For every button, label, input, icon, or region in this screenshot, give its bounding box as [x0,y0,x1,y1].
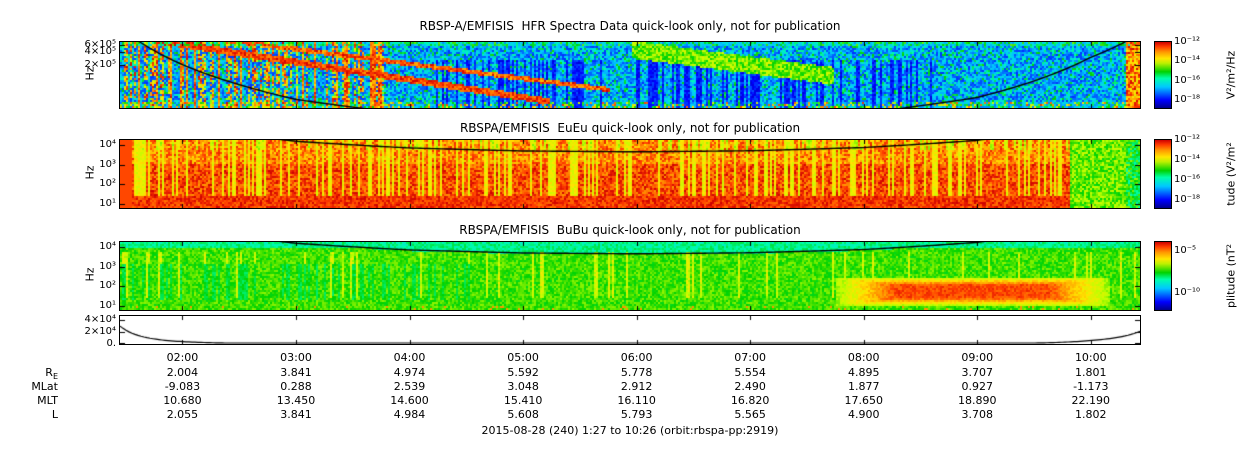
eph-value: 5.608 [507,408,539,421]
time-tick-label: 06:00 [620,351,653,364]
bubu-ytick-label: 10³ [99,260,116,272]
bubu-title: RBSPA/EMFISIS BuBu quick-look only, not … [459,223,801,237]
bubu-spectrogram-canvas [120,242,1140,310]
time-tick-label: 09:00 [961,351,994,364]
eph-value: 2.004 [166,366,199,379]
eph-value: 3.048 [507,380,539,393]
hfr-colorbar-tick-label: 10⁻¹² [1174,36,1201,47]
eph-value: 17.650 [844,394,883,407]
eph-value: 18.890 [958,394,997,407]
hfr-title: RBSP-A/EMFISIS HFR Spectra Data quick-lo… [419,19,841,33]
time-tick-label: 04:00 [393,351,426,364]
time-tick-label: 02:00 [166,351,199,364]
eph-value: 15.410 [503,394,543,407]
bmag-line-panel [119,315,1141,345]
bmag-line-canvas [120,316,1140,344]
euEu-spectrogram-panel [119,139,1141,209]
eph-value: 22.190 [1071,394,1111,407]
eph-value: 3.707 [961,366,994,379]
eph-value: 16.820 [730,394,770,407]
eph-value: 1.801 [1075,366,1107,379]
bubu-colorbar-tick-label: 10⁻¹⁰ [1174,287,1201,298]
hfr-colorbar-tick-label: 10⁻¹⁴ [1174,55,1201,67]
eph-value: 4.974 [393,366,426,379]
euEu-ytick-label: 10¹ [99,198,116,210]
hfr-ytick-label: 4×10⁵ [84,46,116,58]
bmag-ytick-label: 2×10⁴ [84,325,116,337]
eph-value: 5.592 [507,366,539,379]
eph-value: 4.984 [393,408,426,421]
eph-value: 5.554 [734,366,766,379]
eph-value: -9.083 [164,380,201,393]
eph-value: 5.778 [620,366,653,379]
hfr-colorbar-tick-label: 10⁻¹⁶ [1174,74,1201,86]
euEu-title: RBSPA/EMFISIS EuEu quick-look only, not … [459,121,801,135]
eph-row-label: MLT [37,394,58,407]
eph-value: 1.877 [847,380,880,393]
bubu-ytick-label: 10¹ [99,300,116,312]
time-tick-label: 08:00 [847,351,880,364]
eph-value: 5.565 [734,408,766,421]
eph-row-label: RE [45,366,58,382]
eph-value: -1.173 [1073,380,1109,393]
eph-value: 0.927 [961,380,994,393]
euEu-ytick-label: 10³ [99,158,116,170]
hfr-colorbar-tick-label: 10⁻¹⁸ [1174,94,1201,106]
hfr-spectrogram-canvas [120,42,1140,108]
euEu-colorbar-tick-label: 10⁻¹⁶ [1174,174,1201,185]
eph-value: 3.708 [961,408,994,421]
eph-value: 4.895 [847,366,880,379]
time-tick-label: 05:00 [507,351,539,364]
eph-value: 2.490 [734,380,766,393]
eph-row-label: MLat [31,380,58,393]
bmag-ytick-label: 4×10⁴ [84,313,116,325]
bubu-spectrogram-panel [119,241,1141,311]
eph-value: 0.288 [280,380,312,393]
euEu-colorbar-tick-label: 10⁻¹⁸ [1174,194,1201,205]
bubu-colorbar [1154,241,1172,311]
eph-value: 2.055 [166,408,199,421]
eph-value: 14.600 [390,394,429,407]
time-tick-label: 07:00 [734,351,766,364]
euEu-ytick-label: 10² [99,178,116,190]
eph-value: 1.802 [1075,408,1107,421]
eph-value: 5.793 [620,408,653,421]
bubu-colorbar-tick-label: 10⁻⁵ [1174,244,1197,256]
eph-value: 3.841 [280,366,312,379]
euEu-spectrogram-canvas [120,140,1140,208]
hfr-ytick-label: 6×10⁵ [84,38,116,50]
time-tick-label: 03:00 [280,351,312,364]
euEu-colorbar-tick-label: 10⁻¹⁴ [1174,154,1201,165]
eph-value: 2.912 [620,380,653,393]
eph-row-label-subscript: E [52,372,58,382]
eph-value: 10.680 [163,394,202,407]
hfr-spectrogram-panel [119,41,1141,109]
caption: 2015-08-28 (240) 1:27 to 10:26 (orbit:rb… [481,424,779,437]
eph-row-label: L [51,408,58,421]
euEu-ytick-label: 10⁴ [99,138,116,150]
eph-value: 3.841 [280,408,312,421]
bubu-ytick-label: 10⁴ [99,240,116,252]
eph-value: 2.539 [393,380,426,393]
eph-value: 16.110 [617,394,656,407]
bubu-ytick-label: 10² [99,280,116,292]
euEu-colorbar-tick-label: 10⁻¹² [1174,134,1201,145]
euEu-colorbar [1154,139,1172,209]
eph-value: 4.900 [847,408,880,421]
hfr-ytick-label: 2×10⁵ [84,59,116,71]
hfr-colorbar [1154,41,1172,109]
eph-value: 13.450 [276,394,316,407]
bmag-ytick-label: 0. [106,338,116,349]
time-tick-label: 10:00 [1074,351,1107,364]
